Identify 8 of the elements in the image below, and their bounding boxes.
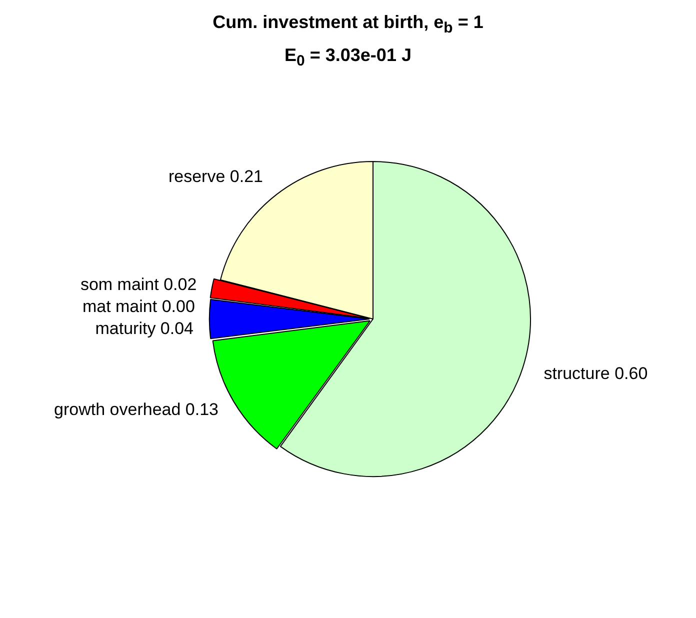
slice-label: growth overhead 0.13 [54, 400, 218, 420]
slice-label: reserve 0.21 [168, 167, 263, 186]
slice-label: som maint 0.02 [80, 275, 197, 294]
chart-subtitle: E$_{0}$ = 3.03e-01 J [284, 44, 412, 70]
slice-label: structure 0.60 [544, 364, 648, 384]
chart-title: Cum. investment at birth, e$_{b}$ = 1 [212, 12, 484, 37]
category-label: mat maint 0.00 [82, 297, 195, 316]
slice-label: maturity 0.04 [95, 319, 194, 338]
